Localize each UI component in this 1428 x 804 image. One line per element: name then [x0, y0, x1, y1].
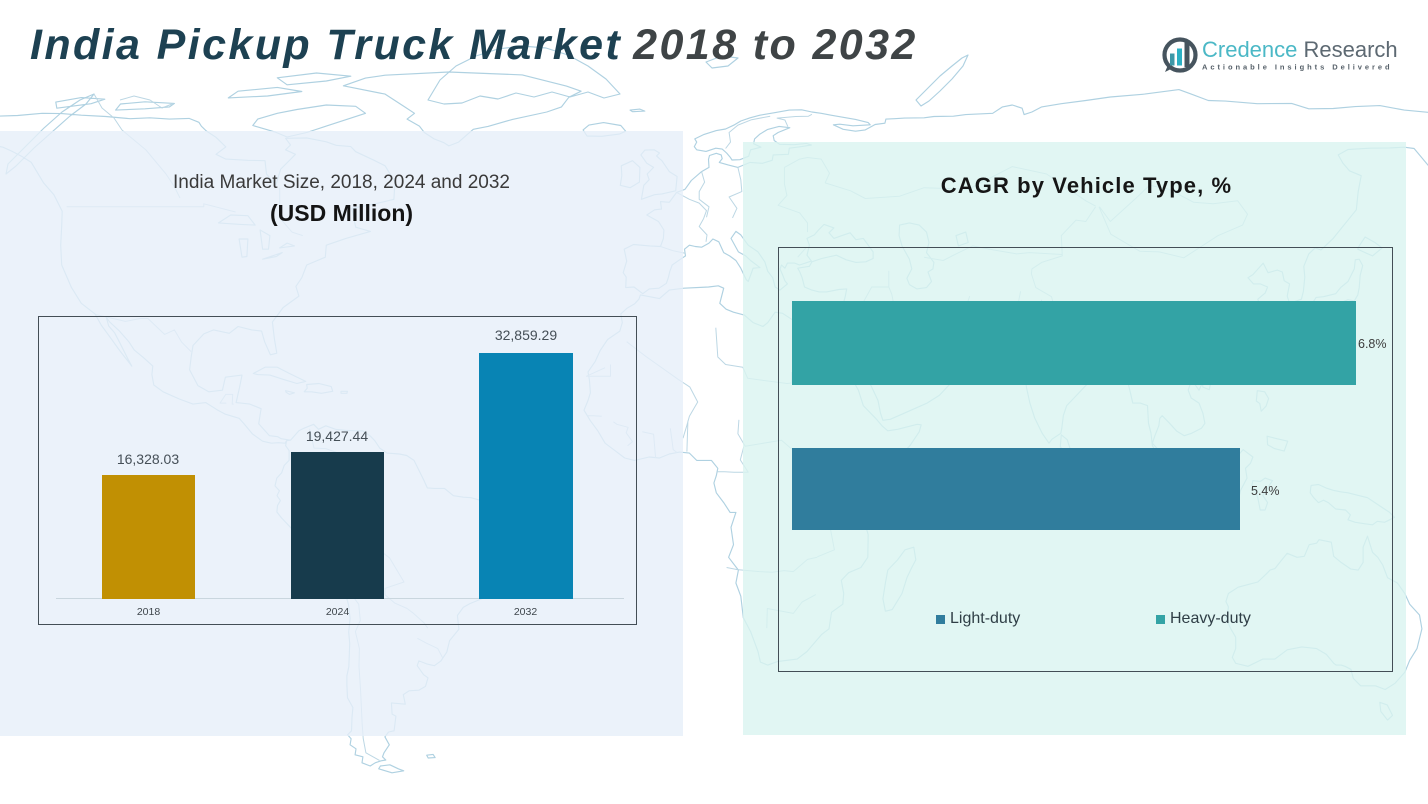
svg-text:Credence Research: Credence Research — [1202, 37, 1398, 62]
svg-text:Actionable Insights Delivered: Actionable Insights Delivered — [1202, 63, 1393, 72]
